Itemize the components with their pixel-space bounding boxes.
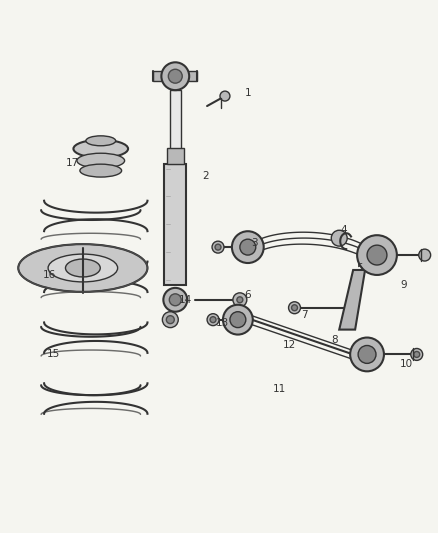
Circle shape — [223, 305, 253, 335]
Circle shape — [331, 230, 347, 246]
Circle shape — [230, 312, 246, 328]
Ellipse shape — [18, 244, 148, 292]
Text: 3: 3 — [251, 238, 258, 248]
Ellipse shape — [74, 140, 128, 158]
Text: 14: 14 — [179, 295, 192, 305]
Text: 6: 6 — [244, 290, 251, 300]
Circle shape — [419, 249, 431, 261]
Bar — [153, 71, 163, 81]
Text: 16: 16 — [42, 270, 56, 280]
Bar — [164, 164, 186, 285]
Ellipse shape — [86, 136, 116, 146]
Circle shape — [414, 351, 420, 358]
Ellipse shape — [65, 259, 100, 277]
Circle shape — [170, 294, 181, 306]
Circle shape — [411, 349, 423, 360]
Circle shape — [240, 239, 256, 255]
Text: 8: 8 — [331, 335, 338, 344]
Bar — [167, 148, 184, 164]
Polygon shape — [339, 270, 365, 329]
Circle shape — [207, 314, 219, 326]
Text: 4: 4 — [341, 225, 347, 235]
Bar — [187, 71, 197, 81]
Text: 5: 5 — [356, 263, 362, 273]
Circle shape — [163, 288, 187, 312]
Circle shape — [232, 231, 264, 263]
Text: 13: 13 — [215, 318, 229, 328]
Circle shape — [289, 302, 300, 314]
Circle shape — [215, 244, 221, 250]
Bar — [170, 90, 181, 156]
Text: 1: 1 — [244, 88, 251, 98]
Text: 15: 15 — [46, 350, 60, 359]
Circle shape — [212, 241, 224, 253]
Circle shape — [237, 297, 243, 303]
Circle shape — [357, 235, 397, 275]
Text: 9: 9 — [400, 280, 407, 290]
Circle shape — [210, 317, 216, 322]
Ellipse shape — [48, 254, 118, 282]
Text: 2: 2 — [202, 171, 208, 181]
Text: 10: 10 — [400, 359, 413, 369]
Circle shape — [350, 337, 384, 372]
Circle shape — [292, 305, 297, 311]
Circle shape — [168, 69, 182, 83]
Ellipse shape — [80, 164, 122, 177]
Text: 7: 7 — [301, 310, 308, 320]
Text: 11: 11 — [273, 384, 286, 394]
Circle shape — [161, 62, 189, 90]
Circle shape — [220, 91, 230, 101]
Text: 17: 17 — [66, 158, 80, 168]
Circle shape — [166, 316, 174, 324]
Circle shape — [367, 245, 387, 265]
Circle shape — [358, 345, 376, 364]
Text: 12: 12 — [283, 340, 296, 350]
Ellipse shape — [77, 153, 124, 168]
Circle shape — [233, 293, 247, 307]
Circle shape — [162, 312, 178, 328]
